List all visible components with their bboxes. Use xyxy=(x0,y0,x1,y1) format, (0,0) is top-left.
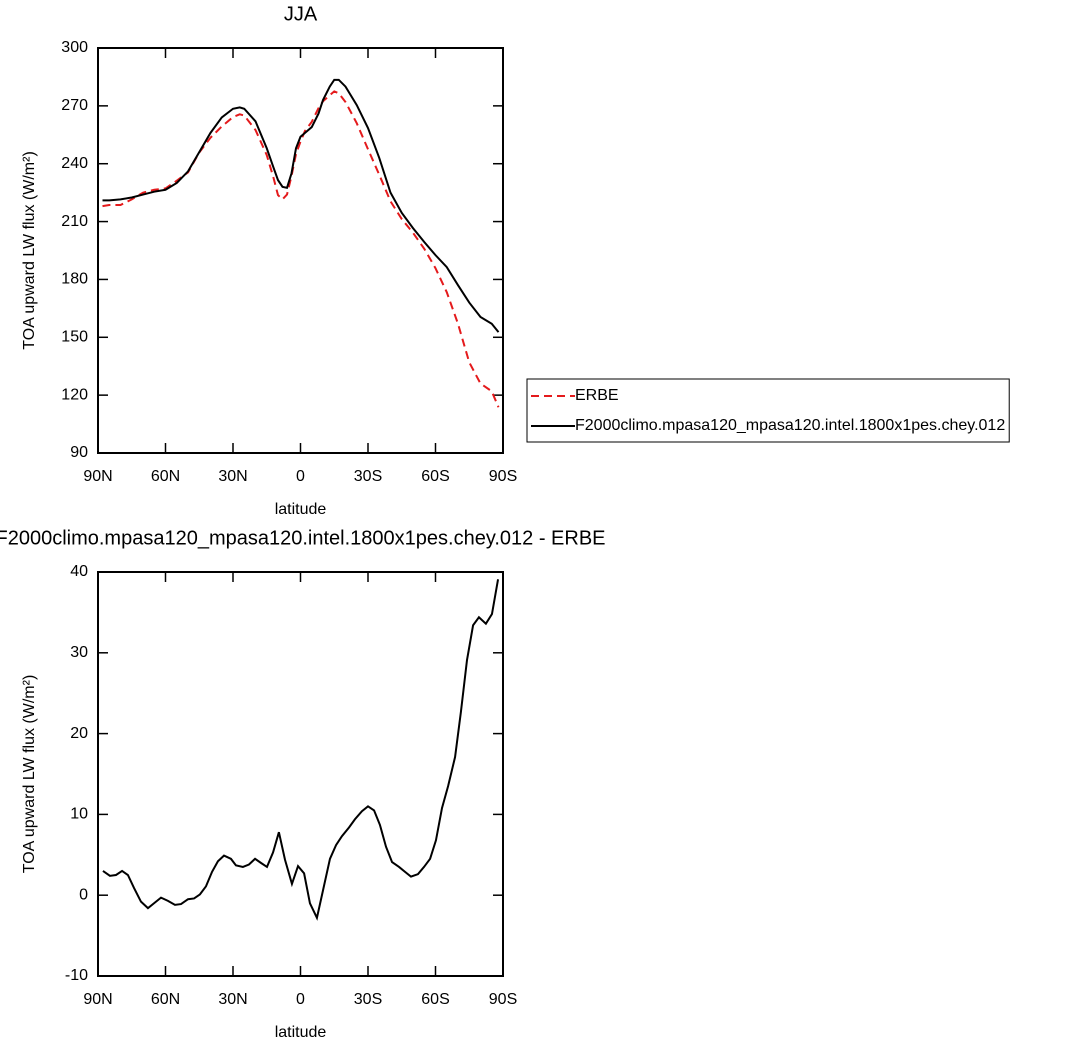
legend-label: ERBE xyxy=(575,387,619,404)
x-tick-label: 60S xyxy=(421,468,449,485)
y-axis-label: TOA upward LW flux (W/m²) xyxy=(21,675,38,874)
x-axis-label: latitude xyxy=(275,501,327,518)
y-tick-label: 150 xyxy=(61,329,88,346)
x-axis-label: latitude xyxy=(275,1024,327,1041)
y-tick-label: -10 xyxy=(65,967,88,984)
y-tick-label: 30 xyxy=(70,644,88,661)
y-tick-label: 210 xyxy=(61,213,88,230)
y-tick-label: 90 xyxy=(70,444,88,461)
x-tick-label: 90N xyxy=(83,468,112,485)
x-tick-label: 60N xyxy=(151,468,180,485)
y-tick-label: 240 xyxy=(61,155,88,172)
y-tick-label: 40 xyxy=(70,563,88,580)
x-tick-label: 90N xyxy=(83,991,112,1008)
plot-frame xyxy=(97,571,504,977)
y-tick-label: 10 xyxy=(70,806,88,823)
x-tick-label: 0 xyxy=(296,991,305,1008)
y-tick-label: 270 xyxy=(61,97,88,114)
x-tick-label: 60S xyxy=(421,991,449,1008)
x-tick-label: 90S xyxy=(489,468,517,485)
y-tick-label: 300 xyxy=(61,39,88,56)
y-tick-label: 20 xyxy=(70,725,88,742)
x-tick-label: 0 xyxy=(296,468,305,485)
y-tick-label: 180 xyxy=(61,271,88,288)
y-axis-label: TOA upward LW flux (W/m²) xyxy=(21,151,38,350)
line-series xyxy=(102,78,500,333)
x-tick-label: 60N xyxy=(151,991,180,1008)
plot-frame xyxy=(97,47,504,454)
chart-title: JJA xyxy=(284,3,318,25)
line-series xyxy=(102,579,500,921)
y-tick-label: 120 xyxy=(61,386,88,403)
y-tick-label: 0 xyxy=(79,886,88,903)
x-tick-label: 30N xyxy=(218,991,247,1008)
line-series xyxy=(102,90,500,408)
x-tick-label: 90S xyxy=(489,991,517,1008)
legend-frame xyxy=(526,378,1010,443)
x-tick-label: 30S xyxy=(354,991,382,1008)
x-tick-label: 30N xyxy=(218,468,247,485)
x-tick-label: 30S xyxy=(354,468,382,485)
chart-title: F2000climo.mpasa120_mpasa120.intel.1800x… xyxy=(0,527,606,549)
legend-label: F2000climo.mpasa120_mpasa120.intel.1800x… xyxy=(575,417,1005,434)
